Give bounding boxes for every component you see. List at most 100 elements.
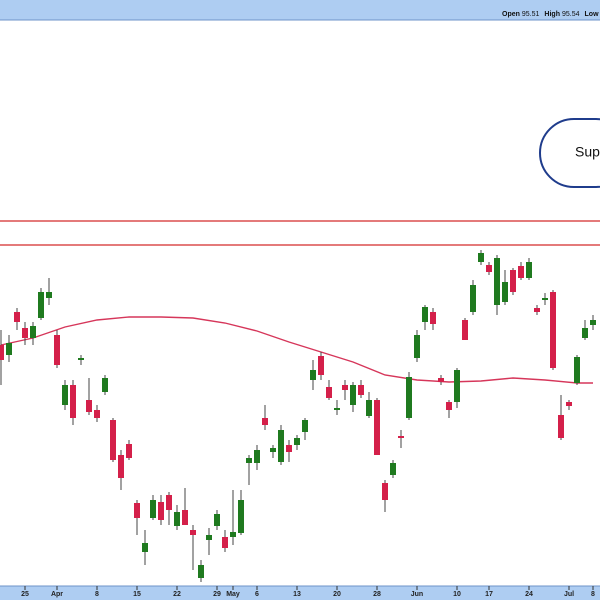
candle-body [342,385,348,390]
candle-body [86,400,92,412]
candle-body [174,512,180,526]
candle-body [54,335,60,365]
x-tick-label: 10 [453,591,461,598]
x-tick-label: 8 [95,591,99,598]
candle-body [38,292,44,318]
candle-body [230,532,236,537]
moving-average [0,316,593,384]
header-label: Open [502,11,520,18]
candle-body [22,328,28,338]
candle-body [102,378,108,392]
candle-body [142,543,148,552]
header-label: High [544,11,560,18]
candle-body [558,415,564,438]
candle-body [158,502,164,520]
candle-body [270,448,276,452]
x-tick-label: 6 [255,591,259,598]
candle-body [318,356,324,375]
candle-body [0,345,4,360]
candle-body [542,298,548,300]
candle-body [110,420,116,460]
candle-body [406,377,412,418]
candle-body [214,514,220,526]
candle-body [254,450,260,463]
candle-body [238,500,244,533]
x-tick-label: Jul [564,591,574,598]
candle-body [126,444,132,458]
candle-body [502,282,508,302]
candle-body [518,266,524,278]
candle-body [430,312,436,324]
candle-body [350,385,356,405]
candle-body [510,270,516,292]
header-value: 95.51 [522,11,540,18]
candle-body [70,385,76,418]
candle-body [526,262,532,278]
candle-body [534,308,540,312]
candle-body [366,400,372,416]
axis-bar [0,586,600,600]
candle-body [246,458,252,463]
candle-body [222,537,228,548]
candle-body [446,402,452,410]
candle-body [302,420,308,432]
x-tick-label: 24 [525,591,533,598]
candle-body [198,565,204,578]
candle-body [494,258,500,305]
x-tick-label: 8 [591,591,595,598]
candle-body [134,503,140,518]
x-tick-label: 20 [333,591,341,598]
candle-body [398,436,404,438]
candle-body [566,402,572,406]
x-tick-label: 17 [485,591,493,598]
candle-body [294,438,300,445]
candle-body [166,495,172,510]
candle-body [78,358,84,360]
candle-body [478,253,484,262]
candle-body [358,385,364,395]
candle-body [182,510,188,525]
candle-body [374,400,380,455]
annotation: Sup [575,144,600,160]
candle-body [310,370,316,380]
candle-body [190,530,196,535]
header-value: 95.54 [562,11,580,18]
x-tick-label: 28 [373,591,381,598]
candle-body [150,500,156,518]
candle-body [326,387,332,398]
candle-body [550,292,556,368]
x-tick-label: Jun [411,591,423,598]
candle-body [6,343,12,355]
candle-body [590,320,596,325]
x-tick-label: 13 [293,591,301,598]
candle-body [454,370,460,402]
x-tick-label: 29 [213,591,221,598]
x-tick-label: 22 [173,591,181,598]
candle-body [486,265,492,272]
candle-body [46,292,52,298]
candle-body [206,535,212,540]
candle-body [94,410,100,418]
candle-body [382,483,388,500]
candle-body [462,320,468,340]
candle-body [262,418,268,425]
plot-area [0,220,600,582]
candle-body [14,312,20,322]
candle-body [414,335,420,358]
candle-body [438,378,444,382]
header-label: Low [585,11,600,18]
candle-body [62,385,68,405]
x-tick-label: May [226,591,240,598]
x-tick-label: 25 [21,591,29,598]
candle-body [390,463,396,475]
annotation-box [539,118,600,188]
candle-body [118,455,124,478]
candle-body [286,445,292,452]
candle-body [582,328,588,338]
candle-body [30,326,36,338]
x-tick-label: Apr [51,591,63,598]
x-tick-label: 15 [133,591,141,598]
candle-body [574,357,580,383]
